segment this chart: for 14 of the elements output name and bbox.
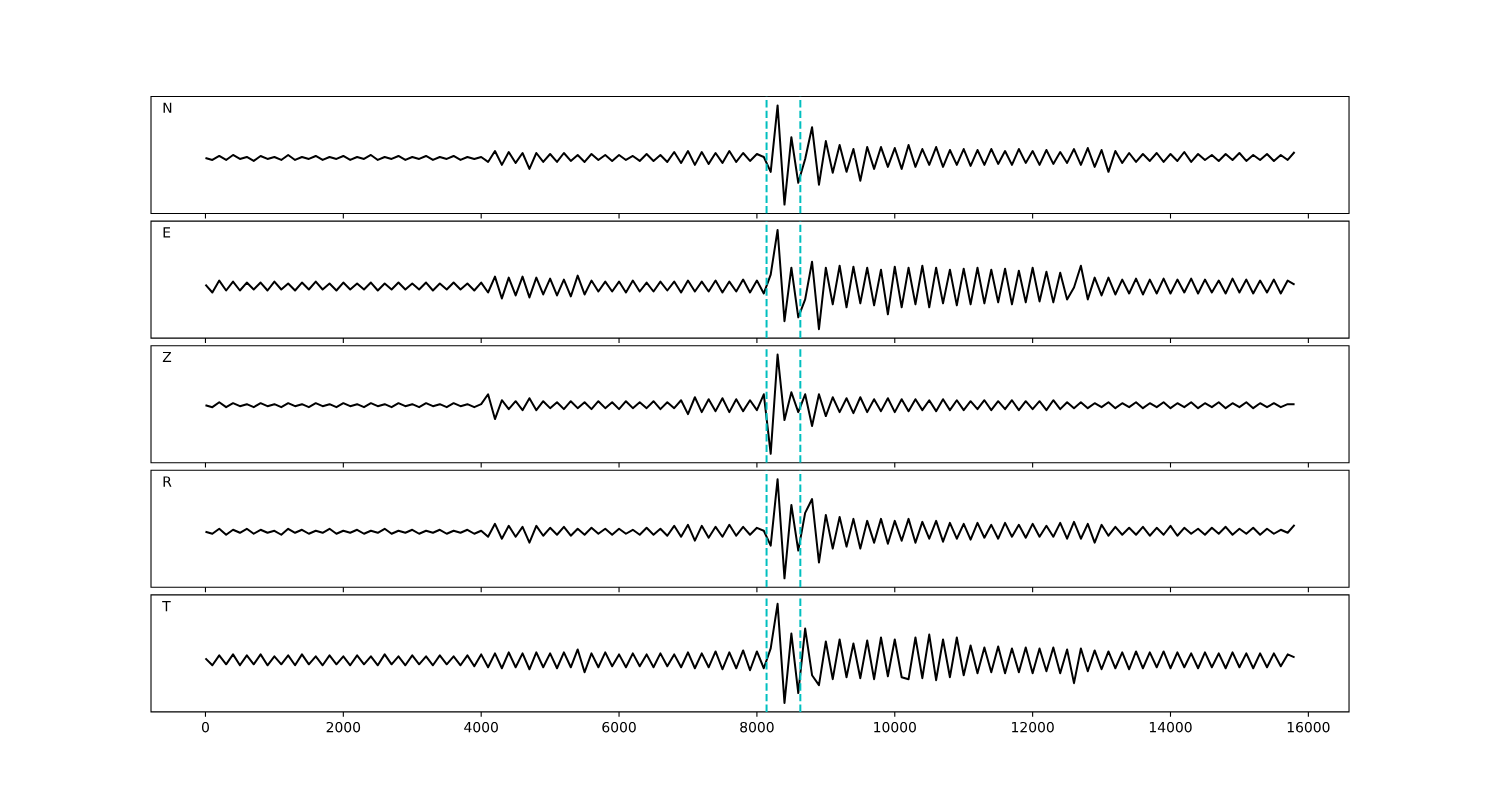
x-tick-label: 12000 (1012, 721, 1054, 733)
x-tick-label: 16000 (1287, 721, 1330, 733)
x-tick-label: 0 (201, 721, 209, 733)
annotation: Z (162, 351, 172, 363)
annotation: R (163, 476, 172, 487)
x-tick-label: 6000 (602, 721, 636, 733)
annotation: T (162, 601, 171, 612)
annotation: N (163, 102, 172, 113)
x-tick-label: 4000 (464, 721, 498, 733)
x-tick-label: 14000 (1149, 721, 1192, 733)
x-tick-label: 8000 (740, 721, 774, 733)
x-tick-label: 2000 (326, 721, 361, 733)
x-tick-label: 10000 (874, 721, 916, 733)
annotation: E (163, 227, 171, 238)
